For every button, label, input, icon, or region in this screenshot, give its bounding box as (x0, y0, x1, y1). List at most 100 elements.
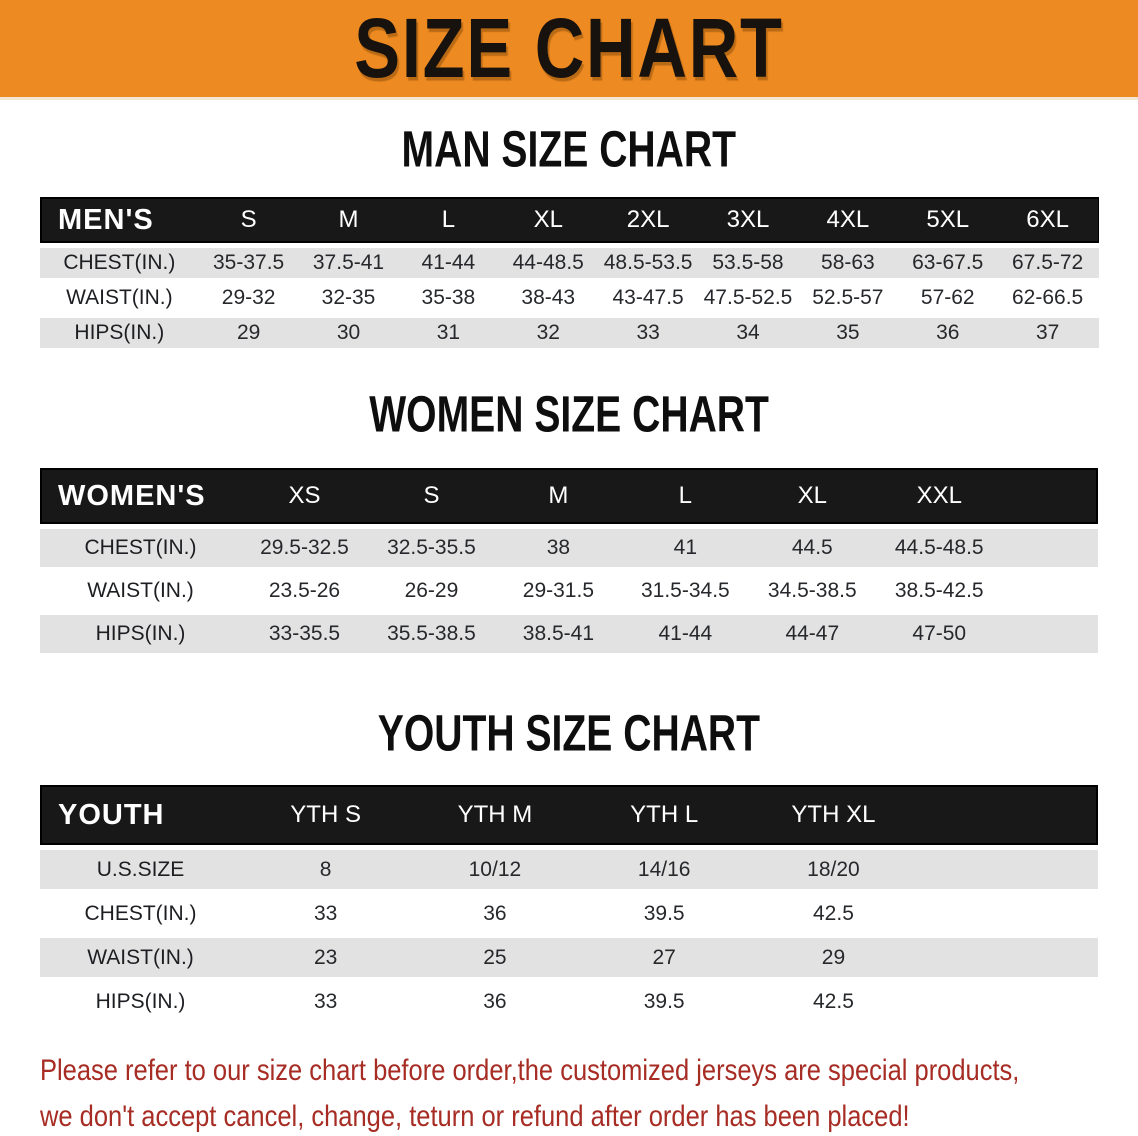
measure-value: 44.5-48.5 (876, 529, 1003, 567)
table-corner-label: YOUTH (40, 785, 241, 845)
header-filler (918, 785, 1098, 845)
measure-value: 29 (749, 938, 918, 977)
measure-value: 23.5-26 (241, 572, 368, 610)
measure-value: 33 (241, 894, 410, 933)
measure-value: 32-35 (299, 283, 399, 313)
measure-value: 43-47.5 (598, 283, 698, 313)
measure-value: 47.5-52.5 (698, 283, 798, 313)
measure-value: 44-47 (749, 615, 876, 653)
measure-value: 18/20 (749, 850, 918, 889)
measure-value: 63-67.5 (898, 248, 998, 278)
measure-value: 41-44 (398, 248, 498, 278)
size-column-header: XXL (876, 468, 1003, 524)
measure-value: 36 (898, 318, 998, 348)
size-column-header: YTH XL (749, 785, 918, 845)
measure-value: 31.5-34.5 (622, 572, 749, 610)
measure-value: 25 (410, 938, 579, 977)
table-corner-label: WOMEN'S (40, 468, 241, 524)
size-column-header: L (622, 468, 749, 524)
row-label: CHEST(IN.) (40, 894, 241, 933)
section-heading-text: MAN SIZE CHART (402, 124, 737, 175)
measure-value: 38.5-41 (495, 615, 622, 653)
section-heading: WOMEN SIZE CHART (0, 353, 1138, 437)
row-label: HIPS(IN.) (40, 982, 241, 1021)
size-column-header: 2XL (598, 197, 698, 243)
measure-value: 32 (498, 318, 598, 348)
size-column-header: 6XL (998, 197, 1098, 243)
section-heading-text: YOUTH SIZE CHART (378, 708, 760, 759)
size-column-header: 3XL (698, 197, 798, 243)
footer-line-1-text: Please refer to our size chart before or… (40, 1052, 1019, 1090)
measure-value: 52.5-57 (798, 283, 898, 313)
measure-value: 44-48.5 (498, 248, 598, 278)
measure-value: 62-66.5 (998, 283, 1098, 313)
row-label: HIPS(IN.) (40, 615, 241, 653)
measure-value: 48.5-53.5 (598, 248, 698, 278)
size-column-header: YTH L (580, 785, 749, 845)
row-label: CHEST(IN.) (40, 529, 241, 567)
measure-value: 36 (410, 982, 579, 1021)
measure-value: 29 (199, 318, 299, 348)
measure-value: 26-29 (368, 572, 495, 610)
measure-value: 34.5-38.5 (749, 572, 876, 610)
table-corner-label: MEN'S (40, 197, 199, 243)
measure-value: 23 (241, 938, 410, 977)
measure-value: 57-62 (898, 283, 998, 313)
size-column-header: 5XL (898, 197, 998, 243)
measure-value: 35 (798, 318, 898, 348)
row-label: WAIST(IN.) (40, 283, 199, 313)
row-label: HIPS(IN.) (40, 318, 199, 348)
measure-value: 34 (698, 318, 798, 348)
measure-value: 35-37.5 (199, 248, 299, 278)
measure-value: 33 (598, 318, 698, 348)
size-column-header: XS (241, 468, 368, 524)
row-label: WAIST(IN.) (40, 938, 241, 977)
size-column-header: YTH M (410, 785, 579, 845)
measure-value: 47-50 (876, 615, 1003, 653)
measure-value: 38.5-42.5 (876, 572, 1003, 610)
measure-value: 42.5 (749, 982, 918, 1021)
header-filler (1003, 468, 1098, 524)
measure-value: 44.5 (749, 529, 876, 567)
measure-value: 41 (622, 529, 749, 567)
size-column-header: M (495, 468, 622, 524)
measure-value: 29-32 (199, 283, 299, 313)
row-label: U.S.SIZE (40, 850, 241, 889)
size-column-header: S (199, 197, 299, 243)
measure-value: 38 (495, 529, 622, 567)
row-filler (1003, 572, 1098, 610)
measure-value: 35.5-38.5 (368, 615, 495, 653)
row-filler (1003, 615, 1098, 653)
size-column-header: XL (749, 468, 876, 524)
measure-value: 30 (299, 318, 399, 348)
size-column-header: S (368, 468, 495, 524)
measure-value: 31 (398, 318, 498, 348)
measure-value: 32.5-35.5 (368, 529, 495, 567)
size-column-header: L (398, 197, 498, 243)
measure-value: 8 (241, 850, 410, 889)
measure-value: 53.5-58 (698, 248, 798, 278)
row-label: CHEST(IN.) (40, 248, 199, 278)
row-filler (918, 982, 1098, 1021)
measure-value: 33-35.5 (241, 615, 368, 653)
footer-note: Please refer to our size chart before or… (40, 1052, 1138, 1136)
measure-value: 39.5 (580, 894, 749, 933)
footer-line-1: Please refer to our size chart before or… (40, 1052, 1138, 1090)
measure-value: 37 (998, 318, 1098, 348)
measure-value: 36 (410, 894, 579, 933)
measure-value: 14/16 (580, 850, 749, 889)
footer-line-2: we don't accept cancel, change, teturn o… (40, 1098, 1138, 1136)
